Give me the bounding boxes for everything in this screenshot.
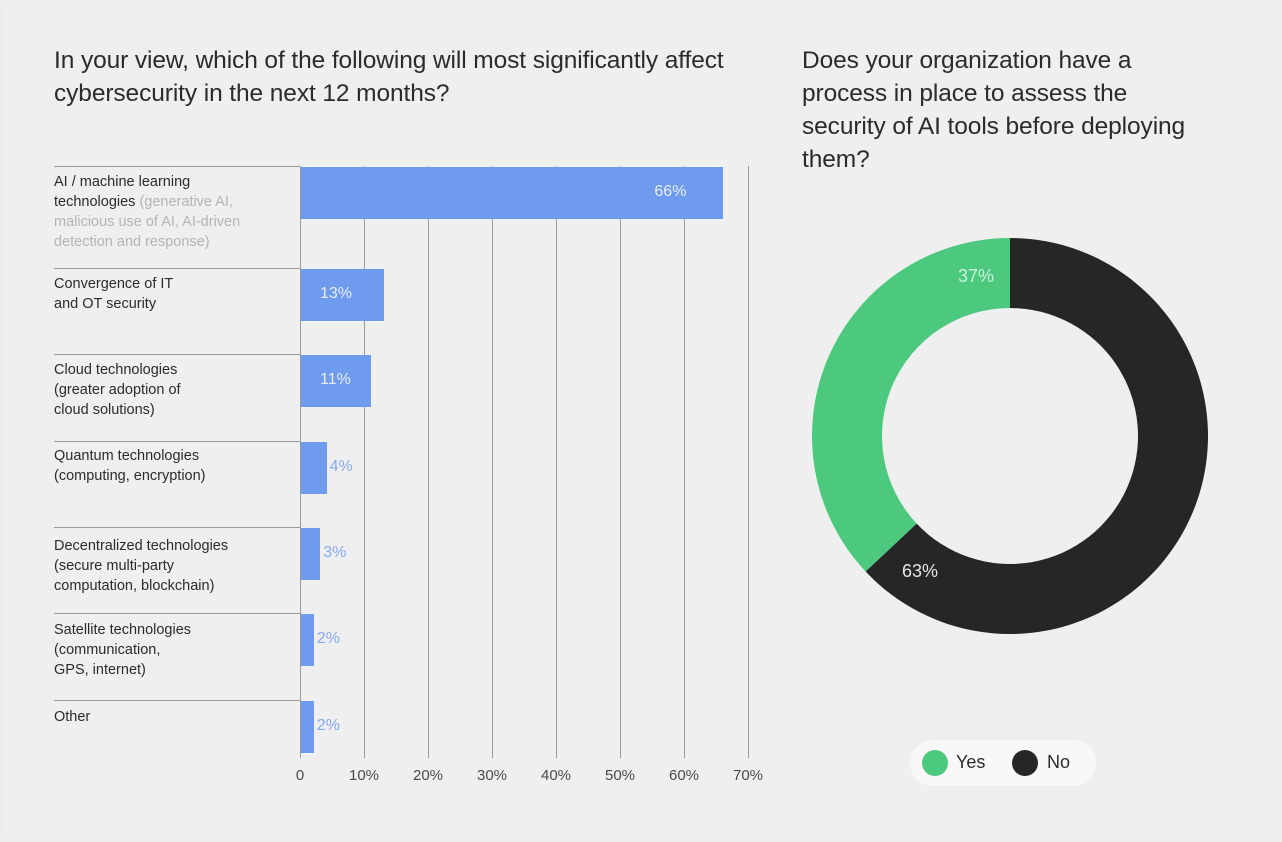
bar-value-label: 11% [320, 371, 351, 388]
x-tick-label: 50% [604, 767, 636, 784]
category-label-line: (secure multi-party [54, 558, 175, 574]
row-separator [54, 354, 300, 355]
category-label: AI / machine learning technologies (gener… [54, 172, 294, 252]
category-label: Quantum technologies (computing, encrypti… [54, 446, 294, 486]
bar [301, 167, 724, 219]
category-label-detail: (generative AI, malicious use of AI, AI-… [54, 194, 241, 250]
category-label-line: Decentralized technologies [54, 538, 229, 554]
category-label-line: Cloud technologies [54, 362, 178, 378]
x-tick-label: 40% [540, 767, 572, 784]
y-axis-line [300, 166, 301, 758]
donut-slice-label: 37% [958, 266, 994, 286]
gridline [428, 166, 429, 758]
category-label: Decentralized technologies (secure multi-… [54, 536, 294, 596]
gridline [492, 166, 493, 758]
row-separator [54, 700, 300, 701]
category-label-line: Convergence of IT [54, 276, 174, 292]
category-label-line: and OT security [54, 296, 157, 312]
gridline [684, 166, 685, 758]
donut-chart: 37% 63% [812, 238, 1208, 634]
row-separator [54, 166, 300, 167]
gridline [620, 166, 621, 758]
bar-value-label: 2% [316, 717, 340, 734]
category-label: Convergence of IT and OT security [54, 274, 294, 314]
gridline [748, 166, 749, 758]
x-tick-label: 0 [295, 767, 305, 784]
category-label-line: cloud solutions) [54, 402, 155, 418]
bar [301, 528, 321, 580]
row-separator [54, 441, 300, 442]
donut-slice-yes [812, 238, 1010, 572]
category-label-line: (computing, encryption) [54, 468, 206, 484]
bar-value-label: 4% [329, 458, 353, 475]
category-label-line: Quantum technologies [54, 448, 200, 464]
gridline [556, 166, 557, 758]
bar-chart-title: In your view, which of the following wil… [54, 47, 724, 107]
row-separator [54, 527, 300, 528]
bar-value-label: 13% [320, 285, 353, 302]
bar [301, 614, 314, 666]
bar-value-label: 3% [323, 544, 347, 561]
bar [301, 442, 327, 494]
chart-panel [3, 3, 1279, 839]
category-label-line: Satellite technologies [54, 622, 192, 638]
legend-label-yes: Yes [956, 752, 986, 772]
bar [301, 701, 314, 753]
x-tick-label: 20% [412, 767, 444, 784]
category-label-line: GPS, internet) [54, 662, 146, 678]
category-label-line: computation, blockchain) [54, 578, 215, 594]
category-label-line: technologies [54, 194, 136, 210]
category-label-line: Other [54, 709, 91, 725]
legend-swatch-no [1012, 750, 1038, 776]
category-label: Cloud technologies (greater adoption of cl… [54, 360, 294, 420]
x-tick-label: 10% [348, 767, 380, 784]
category-label: Other [54, 707, 294, 727]
category-label-line: (greater adoption of [54, 382, 181, 398]
category-label: Satellite technologies (communication, GPS… [54, 620, 294, 680]
category-label-line: (communication, [54, 642, 161, 658]
row-separator [54, 613, 300, 614]
legend-label-no: No [1047, 752, 1071, 772]
bar [301, 355, 372, 407]
bar-value-label: 2% [316, 630, 340, 647]
donut-slice-no [865, 238, 1208, 634]
gridline [364, 166, 365, 758]
donut-slice-label: 63% [902, 561, 938, 581]
row-separator [54, 268, 300, 269]
bar-value-label: 66% [654, 183, 687, 200]
x-tick-label: 70% [732, 767, 764, 784]
category-label-line: AI / machine learning [54, 174, 191, 190]
x-tick-label: 60% [668, 767, 700, 784]
donut-chart-title: Does your organization have a process in… [802, 47, 1186, 173]
legend-swatch-yes [922, 750, 948, 776]
donut-legend: Yes No [910, 740, 1096, 786]
x-tick-label: 30% [476, 767, 508, 784]
bar [301, 269, 385, 321]
